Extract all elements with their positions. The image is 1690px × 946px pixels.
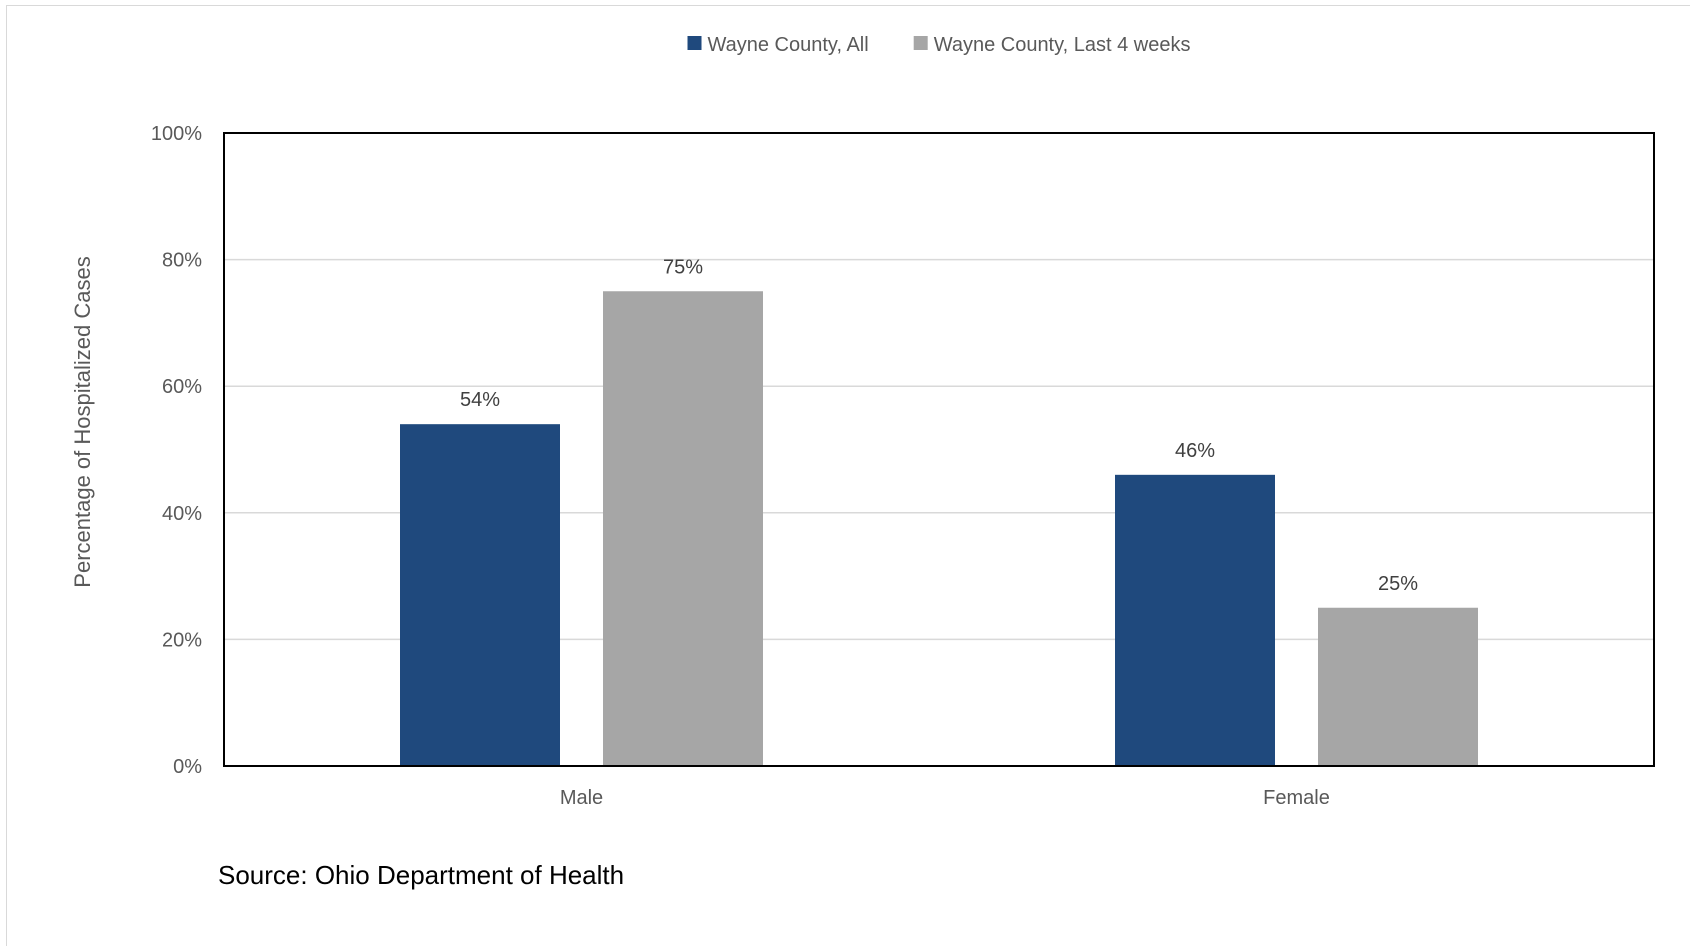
data-labels: 54% 75% 46% 25%	[460, 256, 1418, 595]
x-axis-ticks: Male Female	[560, 787, 1330, 809]
y-tick-label: 20%	[162, 629, 202, 651]
bar-male-series-1	[400, 424, 560, 766]
y-axis-ticks: 0% 20% 40% 60% 80% 100%	[151, 123, 202, 778]
data-label: 25%	[1378, 573, 1418, 595]
data-label: 75%	[663, 256, 703, 278]
y-tick-label: 100%	[151, 123, 202, 145]
legend-swatch	[687, 36, 702, 50]
source-note: Source: Ohio Department of Health	[218, 860, 624, 890]
legend-swatch	[913, 36, 928, 50]
y-tick-label: 0%	[173, 756, 202, 778]
bar-female-series-1	[1115, 474, 1275, 766]
bar-female-series-2	[1318, 607, 1478, 766]
x-tick-label: Female	[1263, 787, 1330, 809]
legend: Wayne County, All Wayne County, Last 4 we…	[687, 34, 1191, 56]
chart-frame	[6, 5, 1690, 946]
bar-male-series-2	[603, 291, 763, 766]
legend-label: Wayne County, All	[708, 34, 869, 56]
plot-area-border	[223, 132, 1655, 767]
y-tick-label: 60%	[162, 376, 202, 398]
y-axis-title: Percentage of Hospitalized Cases	[70, 256, 95, 587]
legend-item: Wayne County, Last 4 weeks	[913, 34, 1191, 56]
legend-item: Wayne County, All	[687, 34, 869, 56]
data-label: 46%	[1175, 440, 1215, 462]
y-tick-label: 40%	[162, 503, 202, 525]
x-tick-label: Male	[560, 787, 603, 809]
y-tick-label: 80%	[162, 250, 202, 272]
bars	[400, 291, 1478, 766]
data-label: 54%	[460, 389, 500, 411]
legend-label: Wayne County, Last 4 weeks	[934, 34, 1191, 56]
